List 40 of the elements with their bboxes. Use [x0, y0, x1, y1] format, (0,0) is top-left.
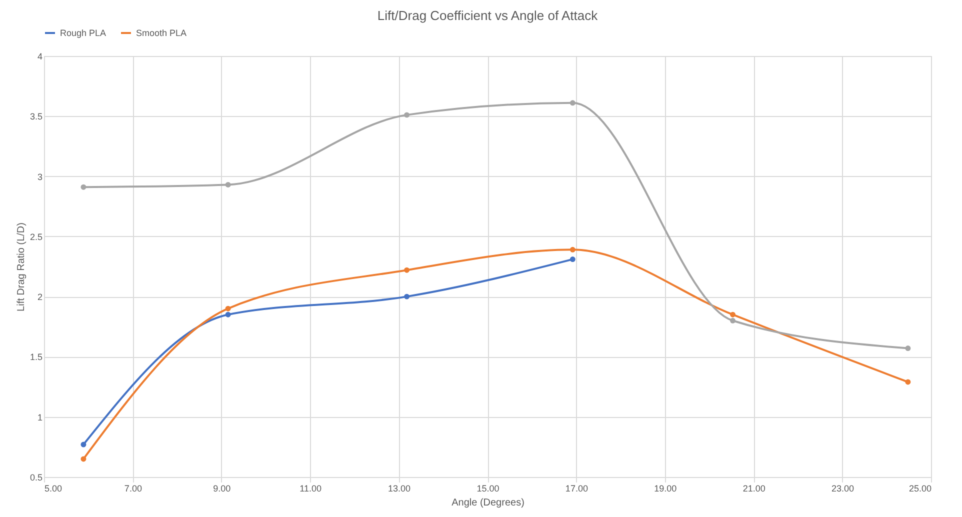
point	[80, 442, 86, 448]
y-tick-label: 1.5	[30, 352, 42, 362]
x-tick-label: 5.00	[44, 484, 62, 494]
point	[404, 112, 410, 118]
point	[80, 456, 86, 462]
y-tick-label: 2	[37, 292, 42, 302]
x-tick-label: 21.00	[742, 484, 766, 494]
chart-title: Lift/Drag Coefficient vs Angle of Attack	[377, 8, 598, 23]
y-tick-label: 0.5	[30, 472, 42, 482]
legend-label: Rough PLA	[60, 28, 106, 38]
point	[570, 256, 576, 262]
y-tick-label: 3.5	[30, 112, 42, 122]
y-tick-label: 2.5	[30, 232, 42, 242]
y-tick-label: 4	[37, 52, 42, 62]
point	[905, 379, 911, 385]
point	[905, 346, 911, 352]
y-tick-label: 3	[37, 172, 42, 182]
x-tick-label: 15.00	[476, 484, 500, 494]
x-tick-label: 11.00	[300, 484, 322, 494]
x-tick-label: 7.00	[124, 484, 142, 494]
x-tick-label: 19.00	[654, 484, 677, 494]
legend-label: Smooth PLA	[136, 28, 187, 38]
y-tick-label: 1	[37, 412, 42, 422]
x-tick-label: 9.00	[213, 484, 231, 494]
point	[225, 182, 231, 188]
y-axis-title: Lift Drag Ratio (L/D)	[16, 222, 27, 312]
point	[730, 312, 736, 318]
x-tick-label: 25.00	[908, 484, 932, 494]
point	[225, 312, 231, 318]
point	[570, 246, 576, 252]
point	[404, 294, 410, 300]
x-tick-label: 13.00	[388, 484, 411, 494]
point	[404, 267, 410, 273]
point	[730, 318, 736, 324]
x-tick-label: 23.00	[832, 484, 854, 494]
point	[225, 306, 231, 312]
point	[570, 100, 576, 106]
x-tick-label: 17.00	[565, 484, 588, 494]
x-axis-title: Angle (Degrees)	[452, 498, 524, 508]
point	[80, 184, 86, 190]
